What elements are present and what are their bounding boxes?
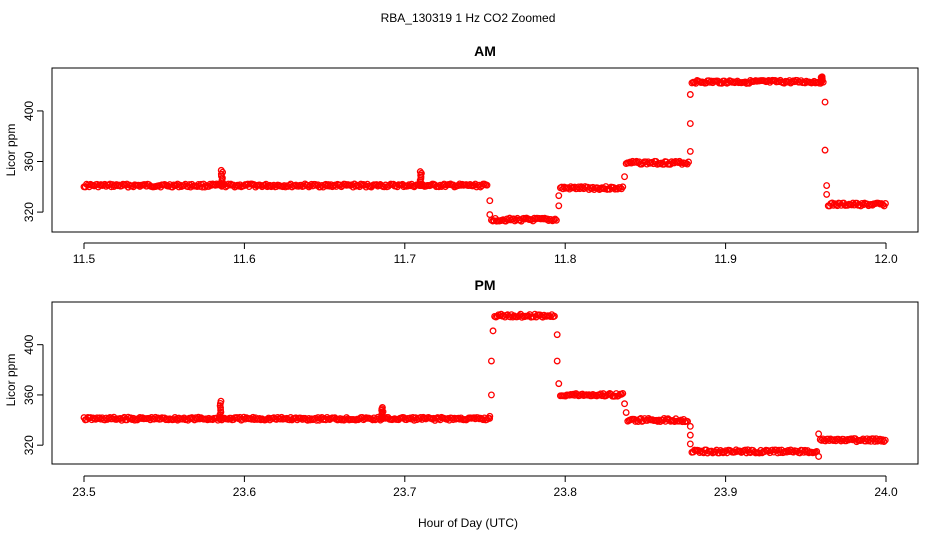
am-x-tick-label: 12.0 bbox=[874, 252, 898, 266]
am-axis-ticks: 11.5 11.6 11.7 11.8 11.9 12.0 320 360 400 bbox=[22, 101, 898, 266]
pm-panel: PM Licor ppm 23.5 23.6 23.7 23.8 23.9 24.0 320… bbox=[4, 277, 919, 499]
am-transition-point bbox=[555, 202, 563, 210]
am-x-tick-label: 11.6 bbox=[233, 252, 256, 266]
am-transition-point bbox=[555, 192, 563, 200]
pm-transition-point bbox=[555, 380, 563, 388]
figure-xlabel: Hour of Day (UTC) bbox=[418, 516, 518, 530]
pm-y-tick-label: 360 bbox=[22, 385, 36, 405]
pm-y-tick-label: 400 bbox=[22, 334, 36, 354]
am-panel: AM Licor ppm 11.5 11.6 11.7 11.8 11.9 12.0 320… bbox=[4, 43, 919, 266]
pm-spike-point bbox=[378, 404, 386, 411]
am-spike-point bbox=[818, 73, 826, 81]
figure-title: RBA_130319 1 Hz CO2 Zoomed bbox=[381, 11, 556, 25]
am-transition-point bbox=[621, 173, 628, 181]
pm-data-point bbox=[550, 312, 558, 320]
am-data-point bbox=[551, 215, 559, 223]
am-ylabel: Licor ppm bbox=[4, 124, 18, 177]
pm-transition-point bbox=[487, 391, 495, 399]
am-y-tick-label: 360 bbox=[22, 151, 36, 171]
am-data-point bbox=[550, 216, 558, 224]
pm-x-tick-label: 23.8 bbox=[554, 485, 578, 499]
am-data-points bbox=[80, 73, 889, 225]
am-transition-point bbox=[823, 182, 831, 189]
am-data-point bbox=[357, 180, 365, 188]
am-transition-point bbox=[686, 147, 694, 155]
pm-data-point bbox=[684, 417, 692, 425]
pm-transition-point bbox=[815, 430, 823, 438]
am-data-point bbox=[882, 200, 889, 207]
pm-panel-title: PM bbox=[475, 277, 496, 293]
am-transition-point bbox=[686, 120, 694, 128]
pm-transition-point bbox=[815, 453, 823, 460]
pm-x-tick-label: 23.6 bbox=[233, 485, 257, 499]
pm-transition-point bbox=[487, 357, 495, 365]
am-transition-point bbox=[821, 146, 829, 154]
am-spike-point bbox=[416, 168, 424, 176]
pm-axis-ticks: 23.5 23.6 23.7 23.8 23.9 24.0 320 360 400 bbox=[22, 334, 898, 499]
am-y-tick-label: 320 bbox=[22, 202, 36, 222]
pm-spike-point bbox=[217, 406, 225, 414]
pm-data-point bbox=[696, 449, 704, 456]
am-spike-point bbox=[217, 166, 225, 174]
am-x-tick-label: 11.7 bbox=[394, 252, 417, 266]
am-data-point bbox=[317, 183, 325, 191]
pm-data-point bbox=[619, 389, 627, 397]
pm-transition-point bbox=[622, 409, 630, 416]
pm-spike-point bbox=[217, 415, 225, 423]
am-x-tick-label: 11.9 bbox=[714, 252, 737, 266]
pm-data-point bbox=[847, 435, 855, 443]
pm-plot-frame bbox=[51, 301, 919, 465]
am-transition-point bbox=[686, 91, 694, 98]
pm-ylabel: Licor ppm bbox=[4, 354, 18, 407]
pm-data-point bbox=[877, 437, 885, 445]
pm-transition-point bbox=[621, 400, 628, 408]
am-data-point bbox=[282, 183, 289, 191]
pm-x-tick-label: 23.9 bbox=[714, 485, 738, 499]
pm-data-point bbox=[880, 438, 888, 445]
am-transition-point bbox=[486, 211, 494, 219]
am-data-point bbox=[435, 183, 443, 191]
am-transition-point bbox=[821, 98, 829, 106]
pm-spike-point bbox=[217, 397, 225, 405]
pm-x-tick-label: 23.7 bbox=[393, 485, 417, 499]
pm-transition-point bbox=[686, 422, 694, 430]
am-y-tick-label: 400 bbox=[22, 101, 36, 121]
am-transition-point bbox=[486, 197, 494, 205]
am-transition-point bbox=[823, 190, 831, 198]
pm-x-tick-label: 23.5 bbox=[72, 485, 96, 499]
am-plot-frame bbox=[51, 67, 919, 233]
am-data-point bbox=[483, 181, 491, 189]
pm-x-tick-label: 24.0 bbox=[874, 485, 898, 499]
am-data-point bbox=[619, 183, 627, 191]
pm-transition-point bbox=[553, 357, 561, 365]
pm-transition-point bbox=[489, 327, 497, 335]
pm-data-point bbox=[881, 436, 889, 444]
pm-data-point bbox=[131, 416, 139, 424]
pm-transition-point bbox=[686, 440, 694, 448]
pm-transition-point bbox=[486, 412, 494, 420]
pm-transition-point bbox=[686, 431, 694, 439]
am-data-point bbox=[552, 216, 560, 224]
am-panel-title: AM bbox=[474, 43, 496, 59]
pm-transition-point bbox=[553, 331, 561, 339]
am-x-tick-label: 11.5 bbox=[73, 252, 96, 266]
am-x-tick-label: 11.8 bbox=[554, 252, 577, 266]
pm-data-points bbox=[80, 310, 889, 460]
pm-y-tick-label: 320 bbox=[22, 435, 36, 455]
am-data-point bbox=[685, 158, 692, 166]
